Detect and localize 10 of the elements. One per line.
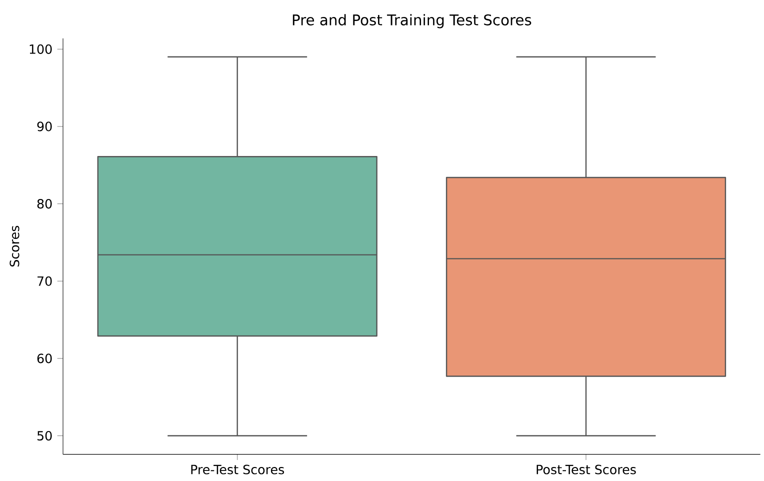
y-tick-label: 70 [38, 276, 52, 286]
y-axis-title: Scores [10, 226, 20, 267]
y-tick-label: 90 [37, 122, 52, 132]
y-tick-label: 100 [30, 44, 52, 54]
y-tick-label: 50 [37, 430, 52, 441]
x-tick-label: Pre-Test Scores [191, 464, 284, 474]
x-tick-label: Post-Test Scores [536, 464, 636, 474]
chart-title: Pre and Post Training Test Scores [292, 14, 532, 28]
y-tick-label: 80 [37, 198, 52, 209]
y-tick-label: 60 [37, 354, 52, 364]
